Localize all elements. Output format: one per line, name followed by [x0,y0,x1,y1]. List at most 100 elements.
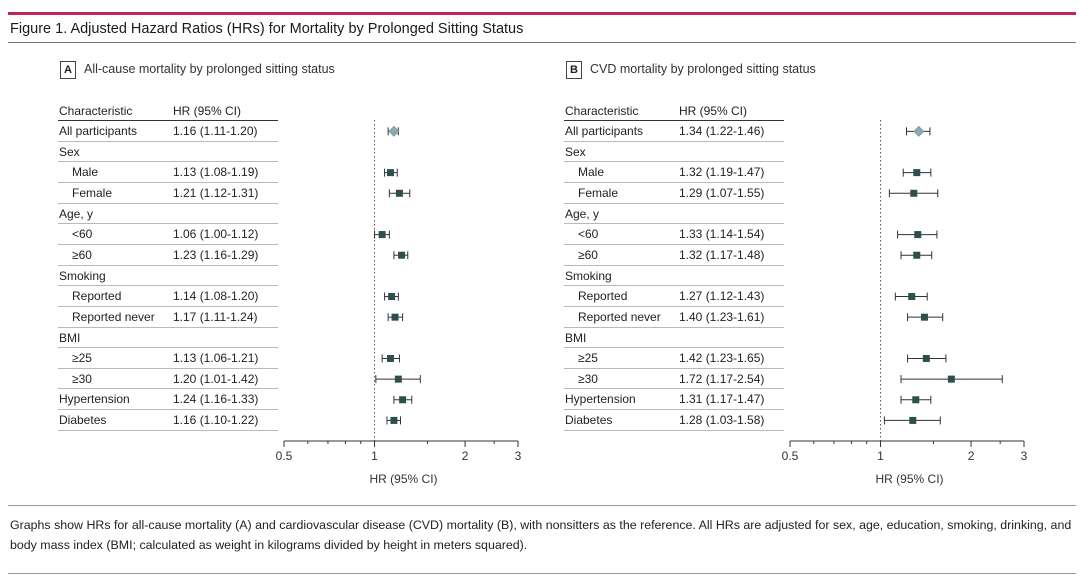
row-label: Hypertension [565,392,636,407]
x-tick-label: 2 [462,449,469,463]
point-estimate [908,293,916,301]
row-label: All participants [565,124,644,138]
ci-marker [387,313,404,322]
row-label: Sex [565,144,586,159]
panel-a: A All-cause mortality by prolonged sittin… [0,0,540,500]
row-hr-ci: 1.34 (1.22-1.46) [679,124,765,138]
table-row: All participants 1.34 (1.22-1.46) [506,121,786,141]
column-header-hr: HR (95% CI) [679,104,748,118]
column-header-hr: HR (95% CI) [173,104,242,118]
column-header-characteristic: Characteristic [565,104,639,118]
forest-plot: 0.5 1 2 3 [276,120,522,463]
point-estimate [394,375,402,383]
group-header-row: Smoking [506,266,786,286]
row-label: Male [72,165,99,180]
table-row: ≥30 1.72 (1.17-2.54) [506,369,786,389]
panel-b: B CVD mortality by prolonged sitting stat… [506,0,1046,500]
row-hr-ci: 1.42 (1.23-1.65) [679,351,765,366]
table-row: Male 1.13 (1.08-1.19) [0,162,280,182]
row-divider [564,285,784,287]
row-hr-ci: 1.33 (1.14-1.54) [679,227,765,242]
table-row: ≥60 1.23 (1.16-1.29) [0,245,280,265]
row-hr-ci: 1.21 (1.12-1.31) [173,185,259,200]
ci-marker [907,313,944,322]
row-divider [564,409,784,411]
table-row: Diabetes 1.16 (1.10-1.22) [0,410,280,430]
table-row: All participants 1.16 (1.11-1.20) [0,121,280,141]
ci-marker [894,292,928,301]
row-divider [564,305,784,307]
row-divider [564,388,784,390]
row-divider [58,202,278,204]
row-hr-ci: 1.17 (1.11-1.24) [173,309,258,324]
row-hr-ci: 1.32 (1.17-1.48) [679,247,765,262]
row-label: Female [72,185,113,200]
x-tick-label: 0.5 [276,449,293,463]
x-tick-label: 3 [1021,449,1028,463]
table-row: ≥60 1.32 (1.17-1.48) [506,245,786,265]
panel-label: B [566,61,582,79]
row-divider [564,223,784,225]
row-divider [58,326,278,328]
x-axis-title: HR (95% CI) [875,472,944,486]
point-estimate [922,354,930,362]
point-estimate [391,313,399,321]
row-divider [564,161,784,163]
row-label: Smoking [565,268,612,283]
point-estimate [912,396,920,404]
row-label: Reported [72,289,122,304]
table-row: Reported never 1.17 (1.11-1.24) [0,307,280,327]
ci-marker [897,230,938,239]
x-tick-label: 1 [371,449,378,463]
ci-marker [381,354,400,363]
row-label: Sex [59,144,80,159]
row-label: Female [578,185,619,200]
row-divider [58,243,278,245]
row-divider [58,181,278,183]
ci-marker [388,189,411,198]
ci-marker [888,189,939,198]
row-label: ≥25 [578,351,598,366]
row-divider [564,367,784,369]
table-row: Reported never 1.40 (1.23-1.61) [506,307,786,327]
point-estimate [390,416,398,424]
ci-marker [384,168,398,177]
row-divider [564,326,784,328]
footnote: Graphs show HRs for all-cause mortality … [10,518,1072,552]
point-estimate [909,416,917,424]
point-estimate [947,375,955,383]
summary-diamond [913,125,925,137]
table-row: Female 1.21 (1.12-1.31) [0,183,280,203]
table-row: ≥25 1.42 (1.23-1.65) [506,348,786,368]
point-estimate [388,293,396,301]
row-divider [58,285,278,287]
ci-marker [883,416,941,425]
row-label: ≥60 [578,247,598,262]
top-accent-rule [8,12,1076,15]
ci-marker [900,375,1003,384]
group-header-row: Sex [0,142,280,162]
x-tick-label: 1 [877,449,884,463]
ci-marker [905,125,931,137]
point-estimate [395,189,403,197]
row-hr-ci: 1.13 (1.08-1.19) [173,165,259,180]
table-row: Diabetes 1.28 (1.03-1.58) [506,410,786,430]
group-header-row: BMI [0,328,280,348]
column-header-characteristic: Characteristic [59,104,133,118]
ci-marker [900,395,932,404]
row-divider [58,388,278,390]
forest-plot: 0.5 1 2 3 [782,120,1028,463]
row-label: Reported never [72,309,155,324]
row-divider [58,409,278,411]
bottom-rule [8,573,1076,574]
row-hr-ci: 1.16 (1.10-1.22) [173,413,259,428]
row-hr-ci: 1.31 (1.17-1.47) [679,392,765,407]
summary-diamond [388,125,400,137]
x-axis-title: HR (95% CI) [369,472,438,486]
table-row: Female 1.29 (1.07-1.55) [506,183,786,203]
x-tick-label: 3 [515,449,522,463]
row-hr-ci: 1.23 (1.16-1.29) [173,247,259,262]
row-label: Age, y [59,206,94,221]
point-estimate [910,189,918,197]
ci-marker [907,354,947,363]
